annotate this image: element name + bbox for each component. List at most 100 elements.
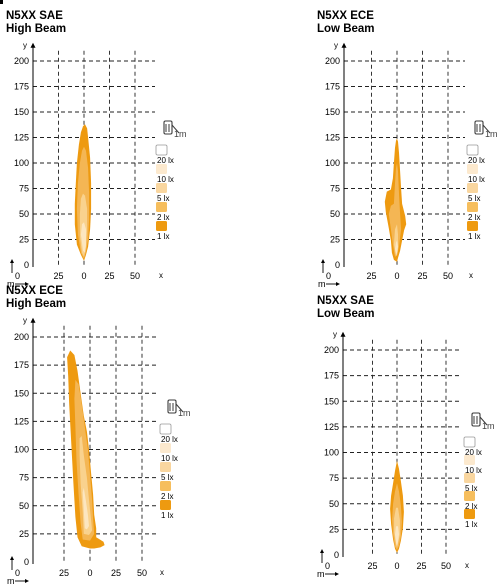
legend-label: 2 lx (161, 492, 173, 501)
y-axis-label: y (23, 316, 27, 325)
y-tick-label: 100 (325, 158, 340, 168)
x-tick-label: 25 (417, 271, 427, 281)
y-tick-label: 75 (330, 184, 340, 194)
y-tick-label: 175 (324, 371, 339, 381)
x-tick-label: 0 (394, 271, 399, 281)
legend-label: 10 lx (161, 454, 178, 463)
legend-swatch (160, 500, 171, 510)
chart-panel-ece-high-beam: N5XX ECE High Beam 200 175 150 125 100 75 50 25… (6, 285, 246, 585)
x-tick-label: 25 (416, 561, 426, 571)
legend-swatch (467, 202, 478, 212)
y-axis-arrow (30, 317, 36, 323)
chart-title: N5XX SAE Low Beam (317, 295, 375, 320)
legend-swatch (466, 144, 479, 156)
y-tick-label: 125 (14, 416, 29, 426)
y-tick-label: 100 (14, 445, 29, 455)
x-tick-label: 25 (104, 271, 114, 281)
y-tick-label: 200 (324, 345, 339, 355)
y-tick-label: 125 (14, 133, 29, 143)
legend-swatch (464, 509, 475, 519)
legend-label: 5 lx (465, 484, 477, 493)
y-tick-label: 50 (19, 209, 29, 219)
chart-title: N5XX SAE High Beam (6, 10, 67, 35)
x-axis-label: x (465, 561, 469, 570)
y-tick-label: 0 (24, 557, 29, 567)
y-tick-label: 75 (19, 473, 29, 483)
beam-contour-5lx (79, 436, 93, 535)
origin-up-arrowhead (320, 549, 324, 553)
origin-up-arrowhead (10, 556, 14, 560)
y-tick-label: 200 (325, 56, 340, 66)
headlight-icon-ray (175, 403, 184, 413)
chart-panel-ece-low-beam: N5XX ECE Low Beam 200 175 150 125 100 75 50 25 0… (317, 10, 497, 300)
beam-contour-2lx (388, 163, 402, 257)
legend-swatch (464, 473, 475, 483)
legend-label: 5 lx (468, 194, 480, 203)
x-axis-label: x (159, 271, 163, 280)
page-corner-mark (0, 0, 3, 4)
x-tick-label: 25 (53, 271, 63, 281)
x-axis-label: x (160, 568, 164, 577)
y-tick-label: 50 (19, 501, 29, 511)
y-tick-label: 150 (14, 388, 29, 398)
legend-swatch (467, 221, 478, 231)
x-tick-label: 25 (111, 568, 121, 578)
m-axis-label: m (317, 569, 325, 579)
legend-swatch (463, 436, 476, 448)
x-tick-label: 0 (81, 271, 86, 281)
x-axis-label: x (469, 271, 473, 280)
y-tick-label: 0 (334, 550, 339, 560)
origin-up-arrowhead (10, 259, 14, 263)
legend-label: 2 lx (465, 502, 477, 511)
legend-swatch (160, 462, 171, 472)
y-tick-label: 100 (14, 158, 29, 168)
y-tick-label: 150 (14, 107, 29, 117)
y-tick-label: 125 (324, 422, 339, 432)
legend-label: 2 lx (157, 213, 169, 222)
x-tick-label: 25 (366, 271, 376, 281)
y-tick-label: 150 (325, 107, 340, 117)
headlight-icon-ray (171, 124, 180, 134)
legend-label: 20 lx (468, 156, 485, 165)
headlight-icon-body (471, 412, 481, 427)
legend-swatch (155, 144, 168, 156)
legend-label: 10 lx (465, 466, 482, 475)
headlight-at-1m-icon (471, 412, 488, 427)
x-tick-label: 25 (59, 568, 69, 578)
legend-label: 20 lx (465, 448, 482, 457)
m-axis-arrowhead (25, 579, 29, 583)
beam-contour-10lx (82, 487, 89, 530)
y-tick-label: 150 (324, 396, 339, 406)
x-tick-label: 50 (137, 568, 147, 578)
headlight-icon-ray (479, 416, 488, 426)
headlight-icon-label: 1m (174, 129, 187, 139)
headlight-icon-body (163, 120, 173, 135)
chart-panel-sae-high-beam: N5XX SAE High Beam 200 175 150 125 100 75 50 25… (6, 10, 246, 300)
origin-up-arrowhead (321, 259, 325, 263)
origin-tick-label: 0 (325, 561, 330, 571)
y-tick-label: 75 (19, 184, 29, 194)
legend-label: 1 lx (465, 520, 477, 529)
legend-swatch (464, 491, 475, 501)
legend-swatch (467, 164, 478, 174)
y-tick-label: 175 (14, 360, 29, 370)
y-tick-label: 125 (325, 133, 340, 143)
legend-label: 1 lx (468, 232, 480, 241)
origin-tick-label: 0 (326, 271, 331, 281)
legend-label: 10 lx (468, 175, 485, 184)
headlight-at-1m-icon (167, 399, 184, 414)
headlight-at-1m-icon (474, 120, 491, 135)
m-axis-arrowhead (335, 572, 339, 576)
beam-contour-10lx (395, 240, 398, 255)
headlight-at-1m-icon (163, 120, 180, 135)
legend-swatch (160, 443, 171, 453)
legend-label: 1 lx (161, 511, 173, 520)
y-tick-label: 0 (24, 260, 29, 270)
chart-title: N5XX ECE Low Beam (317, 10, 375, 35)
legend-label: 2 lx (468, 213, 480, 222)
y-axis-arrow (341, 42, 347, 48)
y-tick-label: 25 (330, 235, 340, 245)
